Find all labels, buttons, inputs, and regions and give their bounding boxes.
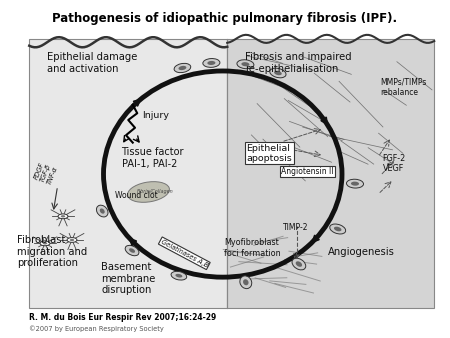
Ellipse shape [240, 276, 252, 289]
Ellipse shape [296, 261, 302, 267]
Text: Epithelial
apoptosis: Epithelial apoptosis [247, 144, 292, 163]
Ellipse shape [292, 258, 306, 270]
Text: Gelatinases A,B: Gelatinases A,B [160, 238, 209, 268]
Ellipse shape [174, 63, 191, 73]
Text: Epithelial damage
and activation: Epithelial damage and activation [47, 52, 138, 74]
Text: Angiogenesis: Angiogenesis [328, 247, 395, 258]
Ellipse shape [176, 274, 182, 277]
Ellipse shape [171, 271, 187, 280]
Text: Angiotensin II: Angiotensin II [281, 167, 334, 176]
Ellipse shape [100, 209, 105, 214]
Ellipse shape [237, 60, 254, 69]
Ellipse shape [61, 215, 65, 218]
Text: Basement
membrane
disruption: Basement membrane disruption [101, 262, 156, 295]
Ellipse shape [40, 241, 50, 246]
Ellipse shape [274, 71, 282, 75]
Ellipse shape [270, 68, 286, 78]
Ellipse shape [70, 239, 74, 241]
Text: Injury: Injury [142, 111, 169, 120]
Text: Fibroblast
migration and
proliferation: Fibroblast migration and proliferation [17, 235, 87, 268]
Ellipse shape [128, 182, 169, 202]
Text: MMPs/TIMPs
rebalance: MMPs/TIMPs rebalance [380, 78, 427, 97]
Ellipse shape [129, 248, 135, 253]
Ellipse shape [43, 242, 47, 245]
Ellipse shape [334, 227, 342, 231]
Text: PDGF
TGF-β
TNF-α: PDGF TGF-β TNF-α [33, 161, 59, 186]
Ellipse shape [96, 205, 108, 217]
Text: Pathogenesis of idiopathic pulmonary fibrosis (IPF).: Pathogenesis of idiopathic pulmonary fib… [53, 12, 397, 25]
Ellipse shape [58, 214, 68, 219]
Ellipse shape [241, 62, 249, 66]
Ellipse shape [179, 66, 186, 70]
Ellipse shape [67, 238, 77, 242]
Text: Fibrosis and impaired
re-epithelialisation: Fibrosis and impaired re-epithelialisati… [245, 52, 352, 74]
Text: ©2007 by European Respiratory Society: ©2007 by European Respiratory Society [29, 325, 164, 332]
Text: Tissue factor
PAI-1, PAI-2: Tissue factor PAI-1, PAI-2 [122, 147, 184, 169]
Ellipse shape [351, 182, 359, 186]
Text: TIMP-2: TIMP-2 [283, 223, 308, 232]
Text: Fibrin/Collagen: Fibrin/Collagen [137, 190, 174, 194]
Bar [29, 39, 227, 308]
Ellipse shape [243, 279, 248, 285]
Text: Wound clot: Wound clot [115, 191, 158, 200]
Text: R. M. du Bois Eur Respir Rev 2007;16:24-29: R. M. du Bois Eur Respir Rev 2007;16:24-… [29, 313, 216, 322]
Text: Myofibroblast
foci formation: Myofibroblast foci formation [224, 238, 281, 258]
Ellipse shape [346, 179, 364, 188]
Text: FGF-2
VEGF: FGF-2 VEGF [382, 154, 406, 173]
Ellipse shape [125, 245, 139, 256]
Ellipse shape [207, 61, 216, 65]
Ellipse shape [203, 58, 220, 67]
Bar [227, 39, 434, 308]
Ellipse shape [330, 224, 346, 234]
